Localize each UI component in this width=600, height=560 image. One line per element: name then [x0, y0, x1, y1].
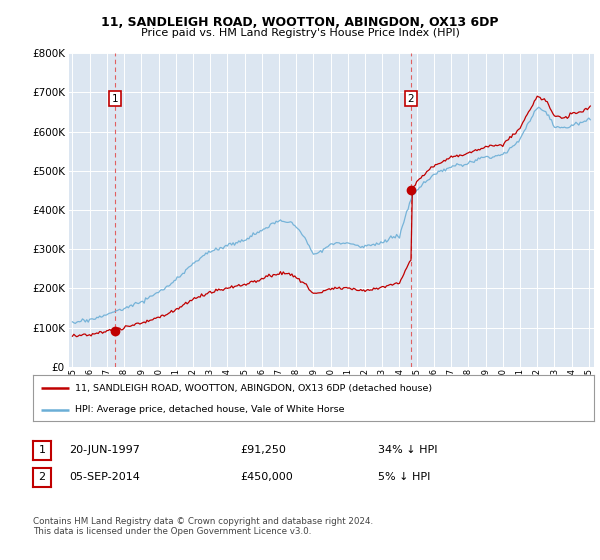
- Text: 2: 2: [407, 94, 414, 104]
- Text: 1: 1: [38, 445, 46, 455]
- Text: 11, SANDLEIGH ROAD, WOOTTON, ABINGDON, OX13 6DP: 11, SANDLEIGH ROAD, WOOTTON, ABINGDON, O…: [101, 16, 499, 29]
- Text: 20-JUN-1997: 20-JUN-1997: [69, 445, 140, 455]
- Text: Price paid vs. HM Land Registry's House Price Index (HPI): Price paid vs. HM Land Registry's House …: [140, 28, 460, 38]
- Text: 05-SEP-2014: 05-SEP-2014: [69, 472, 140, 482]
- Text: 5% ↓ HPI: 5% ↓ HPI: [378, 472, 430, 482]
- Text: 2: 2: [38, 472, 46, 482]
- Text: 11, SANDLEIGH ROAD, WOOTTON, ABINGDON, OX13 6DP (detached house): 11, SANDLEIGH ROAD, WOOTTON, ABINGDON, O…: [75, 384, 432, 393]
- Text: 34% ↓ HPI: 34% ↓ HPI: [378, 445, 437, 455]
- Text: HPI: Average price, detached house, Vale of White Horse: HPI: Average price, detached house, Vale…: [75, 405, 344, 414]
- Text: £450,000: £450,000: [240, 472, 293, 482]
- Text: £91,250: £91,250: [240, 445, 286, 455]
- Text: 1: 1: [112, 94, 118, 104]
- Text: Contains HM Land Registry data © Crown copyright and database right 2024.
This d: Contains HM Land Registry data © Crown c…: [33, 517, 373, 536]
